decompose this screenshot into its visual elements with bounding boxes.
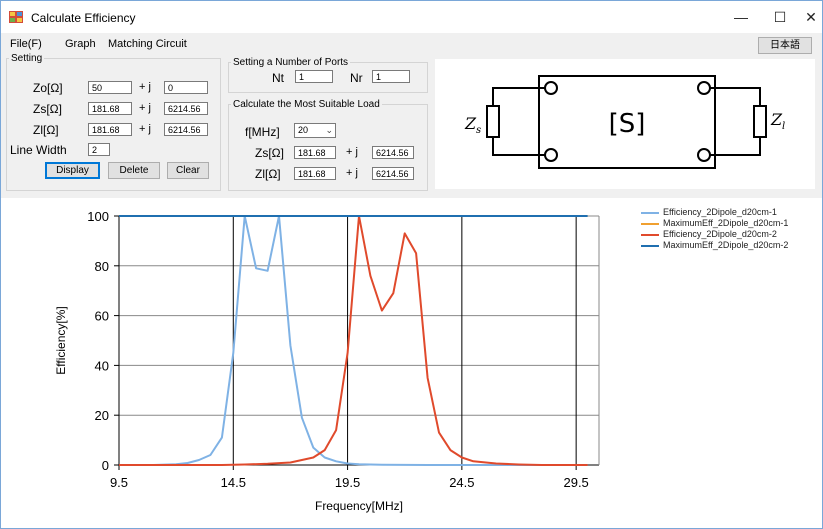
load-legend: Calculate the Most Suitable Load <box>233 99 380 110</box>
load-zs-plus-j: + j <box>346 146 358 158</box>
port-terminal <box>697 148 711 162</box>
title-bar: Calculate Efficiency — ☐ ✕ <box>1 1 822 33</box>
chevron-down-icon: ⌄ <box>325 125 333 135</box>
zl-symbol: Z <box>770 110 783 129</box>
zl-plus-j: + j <box>139 123 151 135</box>
port-terminal <box>544 81 558 95</box>
zs-imag-input[interactable]: 6214.56 <box>164 102 208 115</box>
y-tick-label: 20 <box>95 408 109 423</box>
zl-label: Zl[Ω] <box>33 123 59 137</box>
setting-group: Setting <box>6 53 221 191</box>
minimize-button[interactable]: — <box>734 9 748 25</box>
x-axis-label: Frequency[MHz] <box>315 499 403 513</box>
x-tick-label: 24.5 <box>449 475 474 490</box>
legend-swatch <box>641 245 659 247</box>
x-tick-label: 29.5 <box>563 475 588 490</box>
circuit-diagram: [S] Z s Z l <box>435 59 815 189</box>
zl-symbol-subscript: l <box>782 121 785 132</box>
legend-swatch <box>641 212 659 214</box>
zs-label: Zs[Ω] <box>33 102 62 116</box>
line-width-label: Line Width <box>10 143 67 157</box>
x-tick-label: 19.5 <box>335 475 360 490</box>
load-zs-real[interactable]: 181.68 <box>294 146 336 159</box>
nt-input[interactable]: 1 <box>295 70 333 83</box>
load-zl-real[interactable]: 181.68 <box>294 167 336 180</box>
legend-swatch <box>641 223 659 225</box>
maximize-button[interactable]: ☐ <box>773 9 787 25</box>
legend-label: MaximumEff_2Dipole_d20cm-1 <box>663 218 789 228</box>
clear-button[interactable]: Clear <box>167 162 209 179</box>
s-block-label: [S] <box>609 109 646 139</box>
wire <box>492 87 545 106</box>
zl-imag-input[interactable]: 6214.56 <box>164 123 208 136</box>
efficiency-chart-svg: 0 20 40 60 80 100 9.5 14.5 19.5 24.5 29.5 Frequency… <box>54 209 600 513</box>
series-line-3 <box>119 215 588 466</box>
port-terminal <box>697 81 711 95</box>
y-tick-label: 0 <box>102 458 109 473</box>
y-tick-label: 100 <box>87 209 109 224</box>
menu-graph[interactable]: Graph <box>65 38 96 50</box>
port-terminal <box>544 148 558 162</box>
nr-label: Nr <box>350 71 363 85</box>
nr-input[interactable]: 1 <box>372 70 410 83</box>
frequency-select[interactable]: 20 ⌄ <box>294 123 336 138</box>
frequency-label: f[MHz] <box>245 125 280 139</box>
menu-matching-circuit[interactable]: Matching Circuit <box>108 38 187 50</box>
zo-imag-input[interactable]: 0 <box>164 81 208 94</box>
y-tick-label: 80 <box>95 259 109 274</box>
load-zs-imag[interactable]: 6214.56 <box>372 146 414 159</box>
load-group: Calculate the Most Suitable Load <box>228 99 428 191</box>
frequency-select-value: 20 <box>298 125 309 135</box>
y-tick-label: 40 <box>95 358 109 373</box>
zs-symbol: Z <box>464 114 477 133</box>
efficiency-chart: 0 20 40 60 80 100 9.5 14.5 19.5 24.5 29.5 Frequency… <box>1 198 822 528</box>
menu-file[interactable]: File(F) <box>10 38 42 50</box>
delete-button[interactable]: Delete <box>108 162 160 179</box>
load-zs-label: Zs[Ω] <box>255 146 284 160</box>
zl-real-input[interactable]: 181.68 <box>88 123 132 136</box>
zs-real-input[interactable]: 181.68 <box>88 102 132 115</box>
legend-label: Efficiency_2Dipole_d20cm-1 <box>663 207 777 217</box>
zs-symbol-subscript: s <box>476 125 481 136</box>
ports-group: Setting a Number of Ports <box>228 57 428 93</box>
line-width-input[interactable]: 2 <box>88 143 110 156</box>
source-impedance-resistor <box>486 105 500 138</box>
close-button[interactable]: ✕ <box>805 9 817 25</box>
display-button[interactable]: Display <box>45 162 100 179</box>
language-button[interactable]: 日本語 <box>758 37 812 54</box>
x-tick-label: 9.5 <box>110 475 128 490</box>
setting-legend: Setting <box>11 53 43 64</box>
legend-label: Efficiency_2Dipole_d20cm-2 <box>663 229 777 239</box>
wire <box>492 137 545 156</box>
x-tick-label: 14.5 <box>221 475 246 490</box>
zo-plus-j: + j <box>139 81 151 93</box>
load-zl-label: Zl[Ω] <box>255 167 281 181</box>
circuit-diagram-svg: [S] Z s Z l <box>464 75 785 169</box>
series-line-1 <box>119 215 588 466</box>
load-zl-plus-j: + j <box>346 167 358 179</box>
wire <box>710 137 761 156</box>
zs-plus-j: + j <box>139 102 151 114</box>
load-zl-imag[interactable]: 6214.56 <box>372 167 414 180</box>
legend-swatch <box>641 234 659 236</box>
window-title: Calculate Efficiency <box>31 11 136 25</box>
nt-label: Nt <box>272 71 284 85</box>
load-impedance-resistor <box>753 105 767 138</box>
s-parameter-block <box>538 75 716 169</box>
legend-label: MaximumEff_2Dipole_d20cm-2 <box>663 240 789 250</box>
zo-real-input[interactable]: 50 <box>88 81 132 94</box>
app-icon <box>9 11 23 23</box>
ports-legend: Setting a Number of Ports <box>233 57 349 68</box>
wire <box>710 87 761 106</box>
zo-label: Zo[Ω] <box>33 81 63 95</box>
y-axis-label: Efficiency[%] <box>54 306 68 374</box>
menu-bar: File(F) Graph Matching Circuit <box>1 35 822 53</box>
y-tick-label: 60 <box>95 309 109 324</box>
